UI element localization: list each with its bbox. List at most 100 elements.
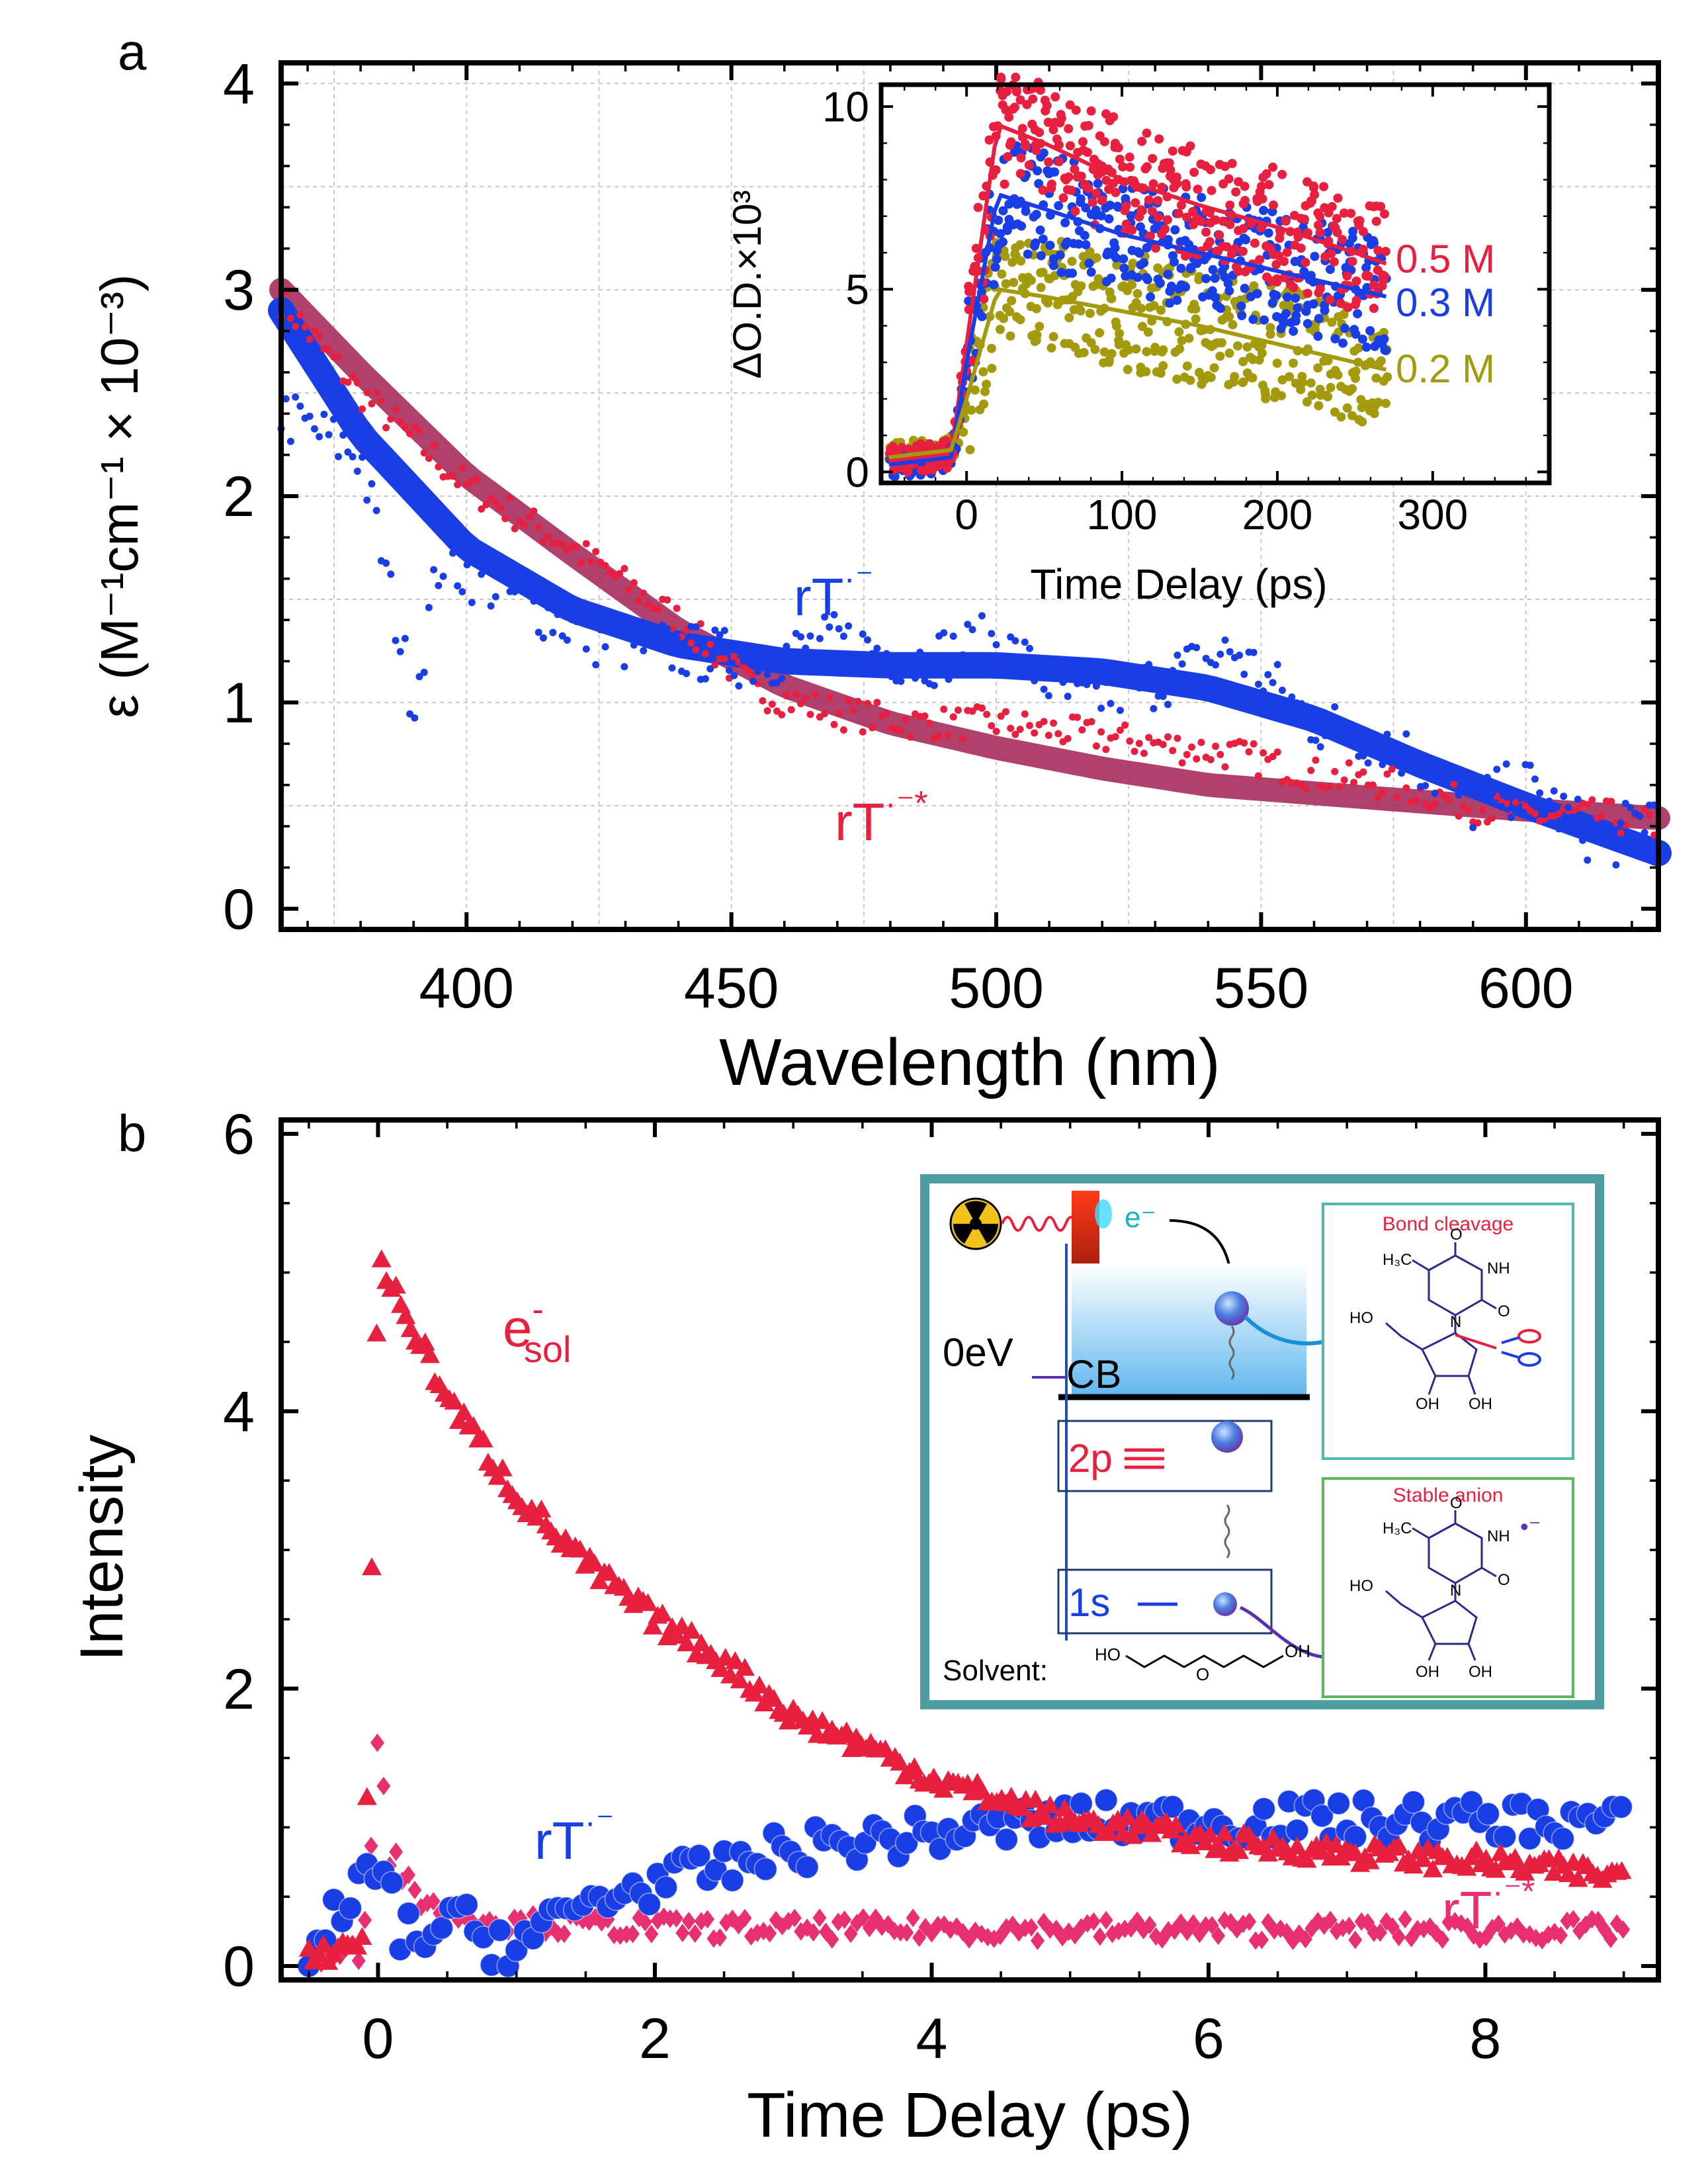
inset-point (1104, 185, 1114, 194)
point-rt-anion (644, 622, 652, 630)
inset-point (1338, 338, 1348, 348)
point-rt-excited-b (557, 1924, 572, 1944)
point-rt-anion (1465, 787, 1473, 795)
inset-point (1351, 276, 1361, 286)
inset-point (1296, 384, 1306, 394)
point-rt-excited-b (1205, 1916, 1219, 1935)
inset-point (1005, 307, 1015, 317)
point-rt-excited-b (688, 1924, 703, 1943)
inset-point (1380, 209, 1390, 219)
point-rt-anion (282, 395, 290, 403)
level-2p-lines (1125, 1448, 1164, 1469)
inset-point (1327, 318, 1337, 327)
y-tick-label: 0 (223, 1935, 255, 1998)
inset-point (1245, 372, 1255, 382)
inset-point (1320, 252, 1330, 262)
inset-point (1185, 264, 1195, 274)
point-rt-anion (1641, 829, 1648, 837)
point-rt-anion (1569, 813, 1577, 821)
point-rt-anion (372, 507, 380, 515)
point-rt-anion-b (1609, 1795, 1633, 1819)
point-rt-excited-b (1361, 1913, 1375, 1932)
inset-point (1224, 286, 1234, 296)
inset-point (1043, 117, 1053, 127)
point-rt-anion-b (1401, 1790, 1426, 1814)
point-rt-anion (763, 671, 771, 679)
point-rt-excited (587, 558, 595, 566)
inset-point (1172, 374, 1182, 384)
point-esol (1403, 1856, 1424, 1874)
inset-point (984, 135, 994, 145)
point-rt-excited (1336, 783, 1344, 791)
inset-point (1050, 92, 1060, 102)
inset-point (1035, 85, 1045, 95)
point-rt-excited (1450, 781, 1458, 789)
point-rt-anion (1097, 705, 1105, 712)
inset-point (1325, 265, 1335, 275)
point-rt-excited (811, 691, 819, 699)
point-rt-anion (949, 632, 957, 640)
inset-point (1190, 217, 1200, 227)
point-rt-excited (353, 379, 361, 387)
point-rt-excited-b (856, 1908, 871, 1927)
point-rt-excited (1092, 742, 1100, 750)
inset-point (996, 229, 1005, 239)
point-rt-anion (797, 633, 805, 641)
point-rt-anion (458, 588, 466, 596)
point-esol (933, 1779, 954, 1798)
point-rt-excited-b (370, 1733, 384, 1752)
point-rt-anion (1178, 660, 1186, 668)
point-rt-anion (1379, 761, 1387, 769)
inset-point (1249, 281, 1259, 291)
point-rt-excited (292, 322, 300, 330)
point-esol (1180, 1836, 1201, 1854)
inset-point (1081, 239, 1091, 249)
point-rt-anion-b (720, 1868, 744, 1893)
point-rt-excited (935, 732, 943, 740)
inset-point (1119, 263, 1129, 273)
point-esol (1050, 1813, 1070, 1832)
inset-point (1185, 375, 1195, 385)
molecule-anion-labels: H₃C NH O O N HO OH OH (1349, 1494, 1510, 1681)
inset-point (1153, 212, 1163, 222)
point-esol (352, 1926, 372, 1945)
inset-point (1376, 202, 1386, 212)
inset-point (1111, 188, 1121, 198)
point-rt-excited (768, 700, 776, 708)
point-rt-excited-b (912, 1928, 927, 1948)
point-esol (812, 1711, 833, 1729)
inset-point (1298, 378, 1308, 388)
stable-anion-box (1322, 1477, 1574, 1698)
point-rt-excited (1054, 730, 1062, 738)
point-esol (1040, 1795, 1060, 1814)
inset-point (1347, 233, 1357, 243)
point-rt-anion (1507, 814, 1515, 822)
inset-point (1156, 305, 1166, 315)
point-esol (749, 1675, 769, 1693)
point-rt-anion (601, 643, 609, 651)
inset-point (913, 444, 923, 454)
point-esol (652, 1604, 673, 1622)
inset-point (1340, 323, 1349, 333)
point-rt-excited (435, 463, 443, 471)
point-rt-anion (534, 628, 542, 636)
inset-point (1086, 338, 1096, 348)
inset-point (1369, 238, 1379, 248)
inset-point (1007, 257, 1017, 267)
inset-point (1017, 221, 1027, 231)
inset-point (1291, 378, 1301, 388)
inset-point (1225, 200, 1235, 210)
point-esol (677, 1633, 697, 1652)
inset-point (1181, 182, 1191, 192)
inset-point (1067, 257, 1077, 267)
point-rt-anion (1402, 730, 1410, 738)
inset-point (1278, 313, 1288, 323)
inset-point (1361, 400, 1371, 409)
inset-point (1310, 190, 1320, 200)
point-rt-excited-b (644, 1924, 659, 1944)
inset-point (1139, 258, 1149, 268)
point-rt-excited-b (681, 1911, 696, 1930)
point-rt-anion (1502, 760, 1510, 768)
inset-point (1371, 373, 1381, 383)
